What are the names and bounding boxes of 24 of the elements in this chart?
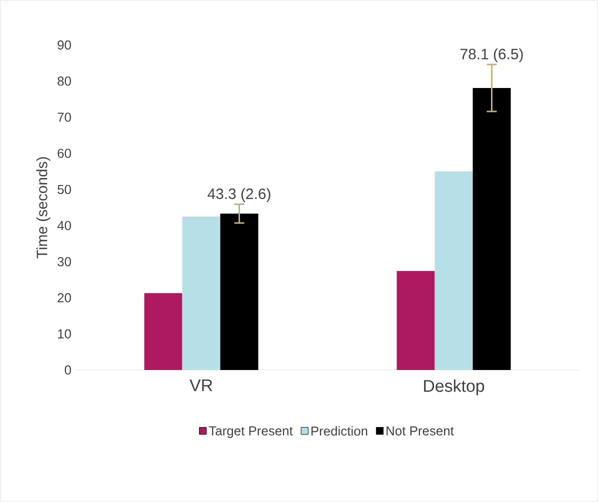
bar [220, 214, 258, 370]
y-tick-label: 0 [64, 365, 71, 375]
bar [182, 216, 220, 370]
y-tick-label: 30 [58, 257, 71, 266]
y-axis-title: Time (seconds) [36, 157, 50, 258]
y-tick-label: 50 [58, 184, 71, 194]
y-tick-label: 20 [58, 293, 71, 302]
y-tick-label: 70 [58, 112, 71, 122]
y-tick-label: 10 [58, 329, 71, 338]
y-tick-label: 60 [58, 148, 71, 158]
legend-label: Not Present [386, 426, 454, 436]
x-tick-label: VR [190, 380, 212, 392]
bar [144, 293, 182, 370]
y-tick-label: 80 [58, 76, 71, 86]
data-label: 43.3 (2.6) [208, 188, 270, 202]
bar [472, 88, 511, 370]
legend-label: Target Present [208, 426, 293, 438]
bar [434, 171, 473, 370]
bar [396, 271, 435, 370]
y-tick-label: 40 [57, 220, 71, 230]
x-tick-label: Desktop [424, 380, 484, 396]
legend-label: Prediction [311, 426, 368, 436]
data-label: 78.1 (6.5) [460, 48, 523, 62]
y-tick-label: 90 [58, 40, 71, 50]
